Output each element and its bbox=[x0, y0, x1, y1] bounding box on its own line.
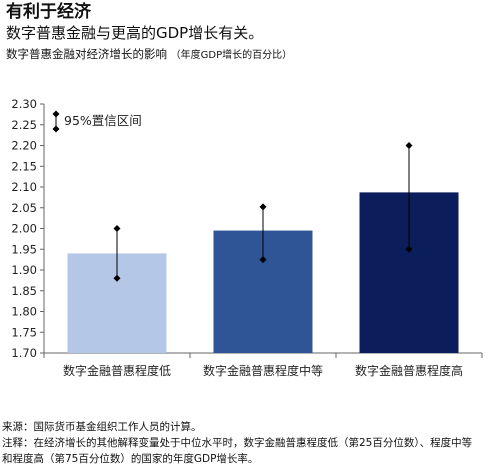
y-tick-label: 1.95 bbox=[11, 242, 37, 256]
legend-upper-marker bbox=[52, 110, 60, 118]
explanatory-note-line-1: 注释：在经济增长的其他解释变量处于中位水平时，数字金融普惠程度低（第25百分位数… bbox=[2, 437, 473, 449]
error-bar-lower-marker bbox=[405, 245, 413, 253]
chart-caption-main: 数字普惠金融对经济增长的影响 bbox=[6, 47, 167, 61]
legend-lower-marker bbox=[52, 125, 60, 133]
y-tick-label: 2.30 bbox=[11, 97, 37, 111]
y-tick-label: 2.25 bbox=[11, 118, 37, 132]
y-tick-label: 2.05 bbox=[11, 201, 37, 215]
error-bar-lower-marker bbox=[259, 256, 267, 264]
error-bar-lower-marker bbox=[113, 274, 121, 282]
legend-label: 95%置信区间 bbox=[64, 113, 142, 128]
explanatory-note-line-2: 和程度高（第75百分位数）的国家的年度GDP增长率。 bbox=[2, 453, 259, 465]
x-category-label: 数字金融普惠程度低 bbox=[63, 363, 171, 378]
y-tick-label: 1.80 bbox=[11, 305, 37, 319]
y-tick-label: 2.20 bbox=[11, 139, 37, 153]
x-category-label: 数字金融普惠程度高 bbox=[355, 363, 463, 378]
y-tick-label: 1.70 bbox=[11, 346, 37, 360]
y-tick-label: 2.15 bbox=[11, 159, 37, 173]
chart-caption: 数字普惠金融对经济增长的影响 （年度GDP增长的百分比） bbox=[6, 47, 292, 63]
error-bar-upper-marker bbox=[113, 225, 121, 232]
x-category-label: 数字金融普惠程度中等 bbox=[203, 363, 323, 378]
page-subtitle: 数字普惠金融与更高的GDP增长有关。 bbox=[6, 24, 264, 42]
chart-caption-sub: （年度GDP增长的百分比） bbox=[170, 50, 293, 61]
footnotes: 来源：国际货币基金组织工作人员的计算。 注释：在经济增长的其他解释变量处于中位水… bbox=[2, 419, 494, 467]
bar-chart: 1.70 1.75 1.80 1.85 1.90 1.95 2.00 2.05 2.10 2.15… bbox=[11, 97, 483, 378]
error-bar-upper-marker bbox=[259, 203, 267, 211]
page-title: 有利于经济 bbox=[6, 2, 91, 22]
y-tick-label: 2.00 bbox=[11, 222, 37, 236]
y-tick-label: 2.10 bbox=[11, 180, 37, 194]
y-tick-label: 1.75 bbox=[11, 325, 37, 339]
source-note: 来源：国际货币基金组织工作人员的计算。 bbox=[2, 421, 202, 433]
y-tick-label: 1.90 bbox=[11, 263, 37, 277]
error-bar-upper-marker bbox=[405, 142, 413, 149]
y-tick-label: 1.85 bbox=[11, 284, 37, 298]
